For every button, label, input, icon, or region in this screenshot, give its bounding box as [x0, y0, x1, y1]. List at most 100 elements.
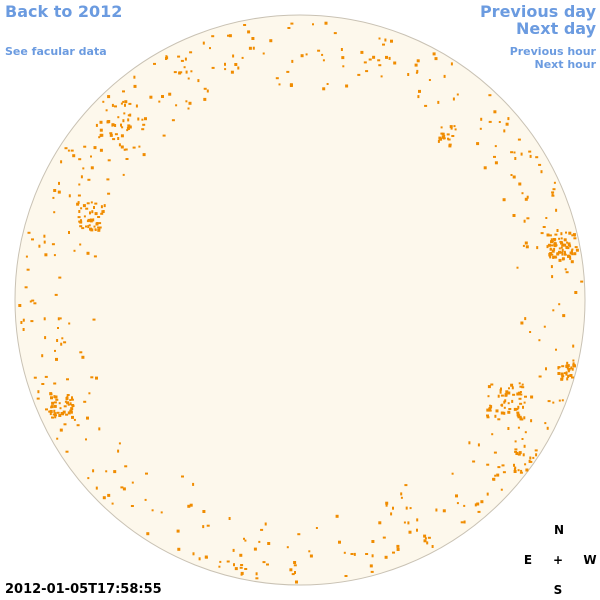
facula — [335, 514, 339, 518]
facula — [518, 382, 521, 385]
facula — [502, 198, 506, 202]
facula — [128, 102, 132, 105]
facula — [266, 563, 269, 566]
facula — [501, 464, 505, 467]
facula — [290, 22, 294, 25]
facula — [53, 211, 56, 214]
facula — [90, 166, 94, 170]
facula — [93, 225, 96, 228]
facula — [520, 321, 524, 325]
facula — [438, 136, 442, 140]
facula — [486, 463, 490, 466]
facula — [97, 216, 101, 218]
facula — [500, 387, 502, 391]
facula — [350, 553, 354, 555]
facula — [385, 501, 389, 505]
facula — [566, 377, 569, 381]
facula — [52, 196, 55, 199]
facula — [516, 408, 519, 411]
facula — [369, 564, 373, 568]
facula — [512, 393, 516, 396]
compass-west: W — [583, 553, 597, 567]
facula — [294, 571, 296, 574]
facula — [107, 120, 111, 123]
facula — [569, 374, 573, 377]
facula — [493, 155, 496, 158]
facula — [519, 385, 523, 388]
facula — [121, 126, 124, 129]
facula — [255, 577, 259, 580]
facula — [488, 120, 492, 123]
facula — [230, 70, 234, 74]
facula — [59, 317, 62, 320]
facula — [179, 71, 183, 74]
facula — [78, 183, 81, 186]
facula — [560, 372, 564, 376]
facula — [573, 364, 576, 368]
next-hour-link[interactable]: Next hour — [534, 58, 597, 71]
facula — [77, 201, 80, 205]
facula — [234, 567, 238, 571]
facula — [293, 561, 297, 564]
facula — [510, 151, 514, 154]
facula — [370, 570, 374, 573]
facula — [99, 128, 103, 132]
facula — [558, 399, 561, 402]
facula — [456, 502, 459, 505]
facular-link[interactable]: See facular data — [5, 45, 107, 58]
facula — [558, 247, 561, 250]
facula — [59, 428, 63, 432]
facula — [24, 286, 28, 289]
facula — [517, 414, 521, 418]
sun-disc — [14, 14, 586, 586]
facula — [98, 136, 101, 139]
facula — [161, 95, 164, 98]
facula — [505, 122, 509, 126]
facula — [530, 395, 534, 399]
facula — [142, 153, 146, 157]
facula — [572, 359, 575, 362]
facula — [141, 118, 144, 121]
next-day-link[interactable]: Next day — [516, 19, 596, 38]
facula — [80, 207, 83, 210]
compass-east: E — [523, 553, 533, 567]
facula — [507, 117, 510, 121]
facula — [85, 225, 87, 228]
facula — [111, 502, 114, 505]
facula — [554, 244, 558, 247]
previous-hour-link[interactable]: Previous hour — [509, 45, 596, 58]
facula — [407, 73, 410, 76]
previous-day-link[interactable]: Previous day — [479, 2, 596, 21]
facula — [518, 182, 522, 186]
facula — [565, 372, 568, 376]
facula — [295, 580, 298, 584]
facula — [117, 449, 120, 453]
facula — [521, 386, 525, 389]
facula — [240, 564, 244, 566]
facula — [71, 405, 75, 407]
facula — [120, 486, 124, 489]
facula — [126, 129, 129, 132]
facula — [146, 532, 150, 536]
facula — [542, 226, 546, 228]
facula — [454, 128, 457, 131]
facula — [563, 253, 567, 256]
facula — [552, 401, 555, 404]
facula — [552, 309, 555, 312]
facula — [566, 241, 569, 244]
facula — [514, 466, 517, 470]
facula — [546, 426, 549, 430]
facula — [53, 382, 57, 385]
facula — [580, 280, 584, 283]
facula — [90, 155, 92, 158]
facula — [135, 104, 138, 108]
facula — [50, 396, 53, 400]
back-link[interactable]: Back to 2012 — [5, 2, 123, 21]
facula — [53, 401, 57, 404]
facula — [124, 100, 128, 104]
facula — [521, 383, 524, 386]
facula — [65, 450, 69, 453]
facula — [502, 471, 506, 474]
facula — [451, 135, 455, 137]
